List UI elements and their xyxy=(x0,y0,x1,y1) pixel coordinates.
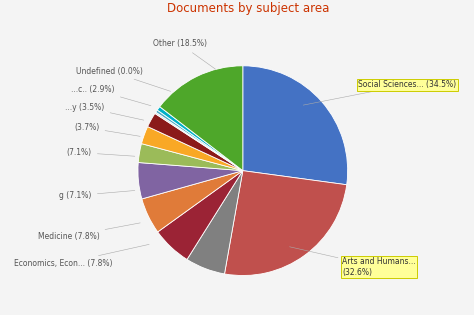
Text: Undefined (0.0%): Undefined (0.0%) xyxy=(76,66,171,91)
Text: (7.1%): (7.1%) xyxy=(67,148,135,157)
Wedge shape xyxy=(142,127,243,171)
Text: Economics, Econ... (7.8%): Economics, Econ... (7.8%) xyxy=(14,244,149,268)
Wedge shape xyxy=(138,163,243,199)
Wedge shape xyxy=(156,110,243,171)
Wedge shape xyxy=(160,66,243,171)
Text: ...y (3.5%): ...y (3.5%) xyxy=(65,103,144,120)
Wedge shape xyxy=(243,66,347,185)
Text: Social Sciences... (34.5%): Social Sciences... (34.5%) xyxy=(303,80,456,105)
Wedge shape xyxy=(157,107,243,171)
Text: Arts and Humans...
(32.6%): Arts and Humans... (32.6%) xyxy=(290,247,416,277)
Wedge shape xyxy=(148,113,243,171)
Text: g (7.1%): g (7.1%) xyxy=(59,191,135,200)
Text: Medicine (7.8%): Medicine (7.8%) xyxy=(38,223,140,241)
Wedge shape xyxy=(138,144,243,171)
Wedge shape xyxy=(155,112,243,171)
Title: Documents by subject area: Documents by subject area xyxy=(167,2,329,15)
Text: (3.7%): (3.7%) xyxy=(74,123,140,136)
Wedge shape xyxy=(142,171,243,232)
Text: ...c.. (2.9%): ...c.. (2.9%) xyxy=(72,85,151,106)
Wedge shape xyxy=(225,171,346,276)
Text: Other (18.5%): Other (18.5%) xyxy=(153,39,216,69)
Wedge shape xyxy=(158,171,243,260)
Wedge shape xyxy=(187,171,243,274)
